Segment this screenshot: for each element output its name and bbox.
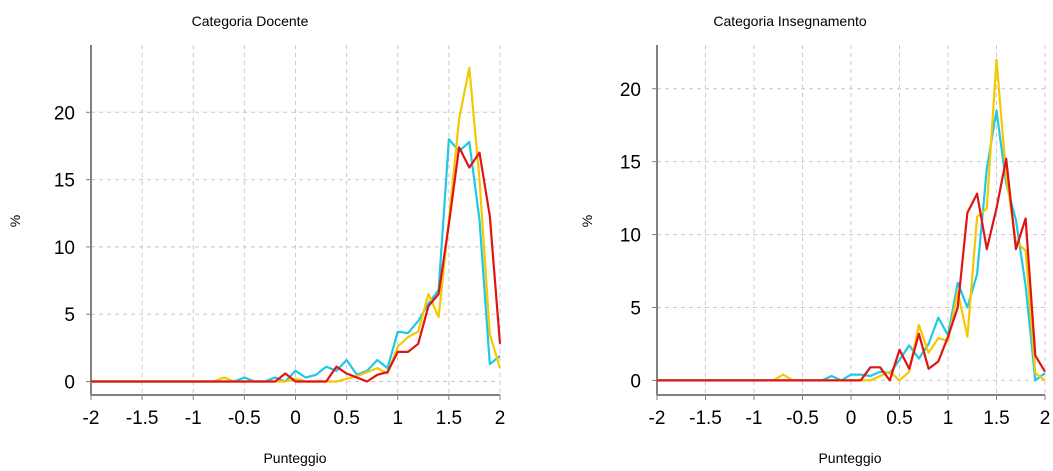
y-tick-label: 5	[64, 305, 75, 326]
series-line-3	[657, 157, 1046, 382]
y-tick-label: 5	[630, 299, 641, 320]
grid-layer	[90, 45, 501, 395]
x-tick-label: 1	[392, 408, 403, 429]
x-tick-label: 0	[846, 408, 857, 429]
x-tick-label: -0.5	[228, 408, 261, 429]
axis-layer	[652, 45, 1046, 400]
y-tick-label: 10	[54, 238, 75, 259]
series-line-3	[91, 146, 502, 383]
series-layer	[91, 66, 502, 383]
y-tick-label: 20	[620, 80, 641, 101]
x-tick-label: 1.5	[983, 408, 1009, 429]
y-axis-label: %	[579, 215, 595, 227]
chart-title: Categoria Docente	[192, 13, 309, 29]
y-axis-label: %	[7, 215, 23, 227]
x-tick-label: 1.5	[436, 408, 462, 429]
x-tick-label: 0	[290, 408, 301, 429]
x-axis-label: Punteggio	[818, 450, 881, 466]
y-tick-label: 20	[54, 103, 75, 124]
grid-layer	[656, 45, 1046, 395]
series-line-2	[657, 58, 1046, 382]
x-tick-label: 1	[943, 408, 954, 429]
chart-panel-docente: Categoria Docente Punteggio % -2 -1.5 -1 -0…	[7, 13, 505, 466]
chart-title: Categoria Insegnamento	[713, 13, 867, 29]
x-tick-label: -1	[185, 408, 202, 429]
x-tick-label: -2	[83, 408, 100, 429]
x-tick-label: -0.5	[786, 408, 819, 429]
x-tick-label: -1	[746, 408, 763, 429]
chart-panel-insegnamento: Categoria Insegnamento Punteggio % -2 -1.…	[579, 13, 1050, 466]
y-tick-label: 0	[64, 373, 75, 394]
x-tick-label: 0.5	[886, 408, 912, 429]
x-tick-label: -2	[649, 408, 666, 429]
x-tick-label: -1.5	[689, 408, 722, 429]
x-tick-label: 2	[495, 408, 506, 429]
y-tick-label: 15	[620, 153, 641, 174]
x-tick-label: 2	[1040, 408, 1051, 429]
y-tick-label: 15	[54, 171, 75, 192]
x-tick-label: 0.5	[333, 408, 359, 429]
x-axis-label: Punteggio	[263, 450, 326, 466]
x-tick-label: -1.5	[126, 408, 159, 429]
axis-layer	[86, 45, 501, 400]
y-tick-label: 0	[630, 371, 641, 392]
y-tick-label: 10	[620, 226, 641, 247]
series-layer	[657, 58, 1046, 382]
